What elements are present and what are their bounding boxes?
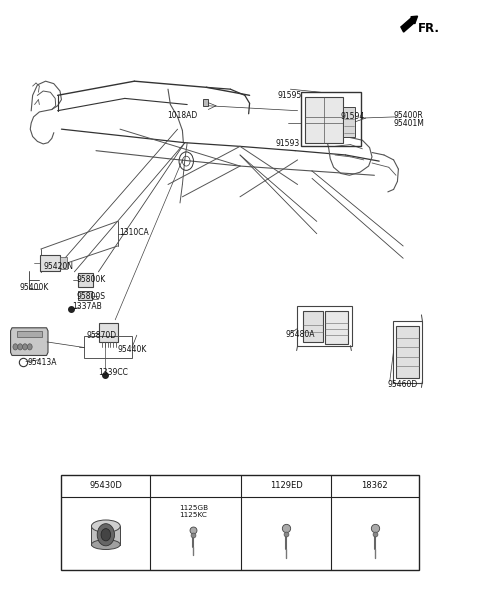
- Text: 1018AD: 1018AD: [167, 111, 197, 119]
- Bar: [40, 255, 60, 271]
- Text: 91595: 91595: [277, 91, 302, 100]
- Text: 95401M: 95401M: [394, 119, 424, 127]
- Bar: [61, 475, 419, 570]
- Text: 91594: 91594: [341, 113, 365, 121]
- Bar: [91, 526, 120, 545]
- Text: FR.: FR.: [418, 22, 440, 34]
- Text: 95400R: 95400R: [394, 111, 423, 120]
- Text: 1337AB: 1337AB: [72, 302, 102, 311]
- Bar: [396, 326, 419, 378]
- Text: 1125GB: 1125GB: [179, 505, 208, 511]
- Circle shape: [27, 344, 32, 350]
- Bar: [393, 321, 422, 383]
- Text: 95440K: 95440K: [118, 345, 147, 354]
- Text: 95460D: 95460D: [388, 381, 418, 389]
- Bar: [60, 257, 67, 269]
- FancyArrow shape: [401, 16, 418, 32]
- Circle shape: [13, 344, 18, 350]
- Text: 18362: 18362: [361, 482, 388, 490]
- Text: 95413A: 95413A: [28, 358, 57, 367]
- Circle shape: [101, 528, 110, 541]
- Polygon shape: [11, 328, 48, 355]
- Text: 1339CC: 1339CC: [98, 368, 128, 377]
- Bar: [99, 323, 118, 342]
- Text: 95420N: 95420N: [43, 262, 73, 271]
- Bar: [78, 291, 92, 300]
- Bar: [297, 306, 352, 346]
- Text: 95480A: 95480A: [285, 330, 314, 339]
- Ellipse shape: [91, 520, 120, 532]
- Text: 95800S: 95800S: [77, 292, 106, 301]
- Bar: [84, 336, 132, 358]
- Text: 91593: 91593: [276, 140, 300, 148]
- Bar: [301, 92, 361, 146]
- Text: 1310CA: 1310CA: [119, 228, 149, 237]
- Bar: [325, 311, 348, 344]
- Text: 95430D: 95430D: [89, 482, 122, 490]
- Text: 95870D: 95870D: [86, 331, 117, 339]
- Bar: [17, 331, 42, 337]
- Bar: [78, 273, 93, 287]
- Bar: [305, 97, 343, 143]
- Text: 95800K: 95800K: [77, 275, 106, 284]
- Text: 1129ED: 1129ED: [270, 482, 303, 490]
- Circle shape: [18, 344, 23, 350]
- Bar: [203, 99, 208, 106]
- Bar: [303, 311, 323, 342]
- Bar: [343, 107, 355, 137]
- Text: 95400K: 95400K: [19, 284, 48, 292]
- Circle shape: [97, 524, 115, 546]
- Text: 1125KC: 1125KC: [180, 512, 207, 518]
- Ellipse shape: [91, 540, 120, 550]
- Circle shape: [23, 344, 27, 350]
